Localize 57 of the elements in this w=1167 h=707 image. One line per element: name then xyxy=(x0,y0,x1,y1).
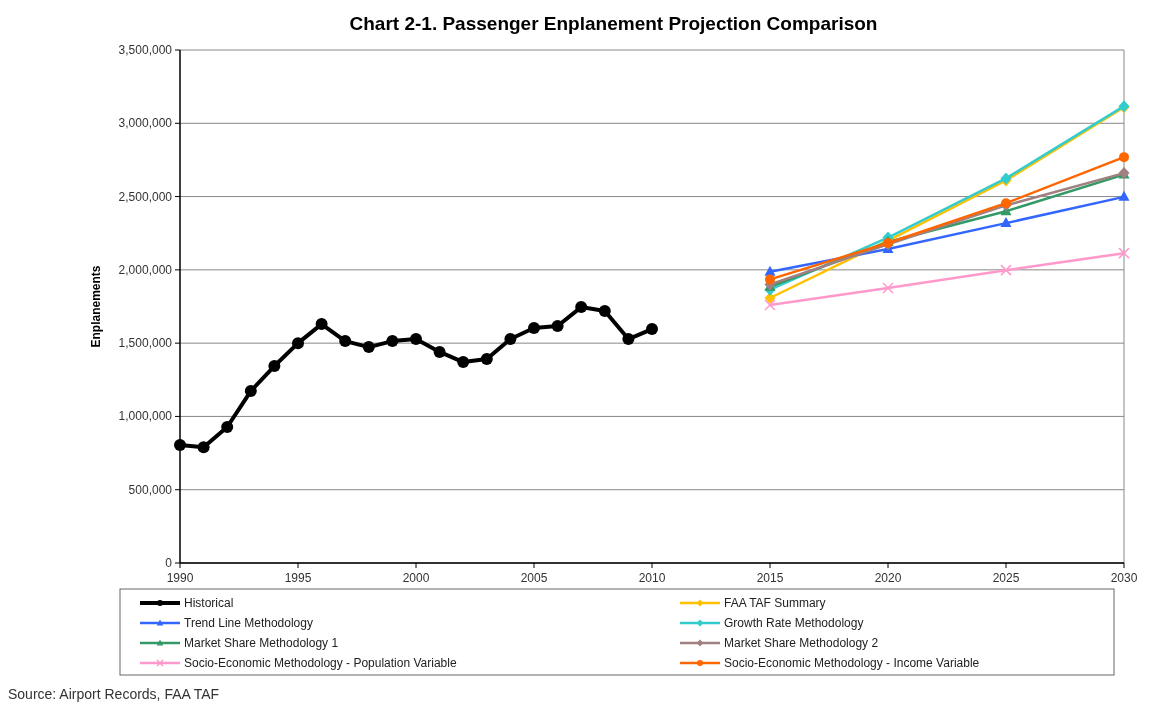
legend-label: Market Share Methodology 1 xyxy=(184,636,339,650)
x-tick-label: 2030 xyxy=(1110,571,1138,585)
point xyxy=(1000,217,1012,228)
source-note: Source: Airport Records, FAA TAF xyxy=(8,686,220,702)
point xyxy=(315,318,328,331)
point xyxy=(292,337,304,350)
point xyxy=(646,323,658,336)
point xyxy=(268,360,281,373)
chart-title: Chart 2-1. Passenger Enplanement Projection Comparison xyxy=(349,13,878,34)
point xyxy=(598,305,611,318)
point xyxy=(339,335,352,348)
x-tick-label: 2010 xyxy=(638,571,666,585)
point xyxy=(882,282,894,294)
x-tick-label: 1990 xyxy=(166,571,194,585)
point xyxy=(1000,264,1012,276)
point xyxy=(1119,152,1129,163)
legend-label: FAA TAF Summary xyxy=(724,596,826,610)
x-tick-label: 2005 xyxy=(520,571,548,585)
point xyxy=(410,333,422,346)
y-tick-label: 1,500,000 xyxy=(118,336,173,351)
x-tick-label: 2015 xyxy=(756,571,784,585)
point xyxy=(622,333,635,346)
point xyxy=(480,352,493,365)
y-axis-title: Enplanements xyxy=(89,265,103,348)
point xyxy=(197,441,210,454)
point xyxy=(764,299,776,311)
point xyxy=(244,385,257,398)
point xyxy=(528,322,540,335)
legend-label: Socio-Economic Methodology - Population Variable xyxy=(184,656,457,670)
point xyxy=(575,301,588,314)
legend-label: Growth Rate Methodology xyxy=(724,616,864,630)
point xyxy=(362,341,375,354)
legend-label: Historical xyxy=(184,596,234,610)
point xyxy=(1118,190,1130,201)
point xyxy=(433,345,446,358)
point xyxy=(504,333,517,346)
x-tick-label: 1995 xyxy=(284,571,312,585)
legend-label: Socio-Economic Methodology - Income Variable xyxy=(724,656,980,670)
point xyxy=(1118,247,1130,259)
y-tick-label: 3,000,000 xyxy=(118,116,173,131)
point xyxy=(457,356,470,369)
y-tick-label: 500,000 xyxy=(128,482,173,497)
x-tick-label: 2025 xyxy=(992,571,1020,585)
y-tick-label: 1,000,000 xyxy=(118,409,173,424)
y-tick-label: 2,000,000 xyxy=(118,262,173,277)
legend-label: Trend Line Methodology xyxy=(184,616,313,630)
point xyxy=(551,319,564,332)
legend-label: Market Share Methodology 2 xyxy=(724,636,879,650)
point xyxy=(386,335,399,348)
point xyxy=(174,439,186,452)
point xyxy=(221,420,234,433)
point xyxy=(765,274,775,285)
y-tick-label: 2,500,000 xyxy=(118,189,173,204)
y-tick-label: 0 xyxy=(165,556,173,570)
y-tick-label: 3,500,000 xyxy=(118,43,173,57)
x-tick-label: 2020 xyxy=(874,571,902,585)
x-tick-label: 2000 xyxy=(402,571,430,585)
